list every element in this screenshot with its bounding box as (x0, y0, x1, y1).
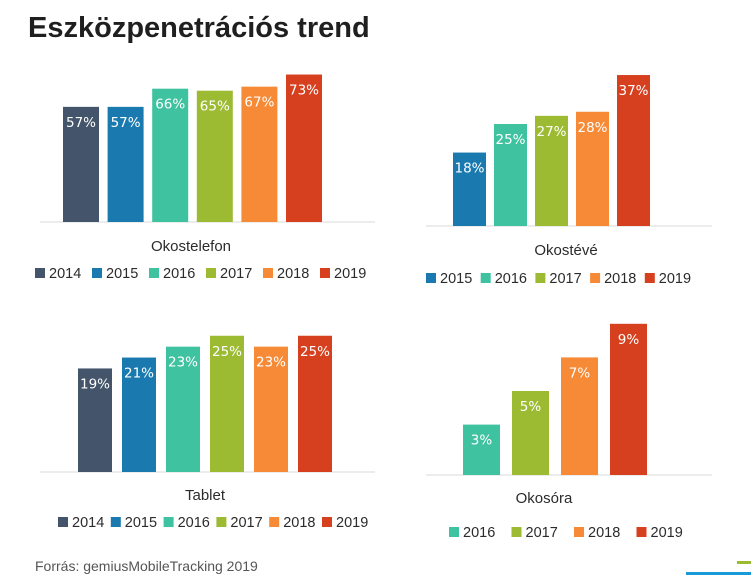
chart-2-legend-label-2016: 2016 (495, 271, 527, 287)
chart-3-legend-label-2017: 2017 (230, 515, 262, 531)
chart-4-legend-label-2017: 2017 (526, 525, 558, 541)
chart-1-legend-swatch-2016 (149, 268, 159, 278)
chart-1-legend-swatch-2014 (35, 268, 45, 278)
chart-2-legend-label-2017: 2017 (549, 271, 581, 287)
chart-1-bar-2019 (286, 74, 322, 222)
chart-1-bar-2014 (63, 106, 99, 222)
chart-4-legend-label-2018: 2018 (588, 525, 620, 541)
chart-1-data-label-2016: 66% (155, 97, 185, 113)
chart-2-caption: Okostévé (534, 242, 597, 259)
chart-4-legend-swatch-2017 (511, 527, 522, 537)
chart-3-bar-2016 (166, 346, 200, 472)
chart-1-legend-label-2019: 2019 (334, 266, 366, 282)
chart-1-legend-label-2015: 2015 (106, 266, 138, 282)
chart-1-legend-label-2017: 2017 (220, 266, 252, 282)
chart-4-data-label-2019: 9% (618, 332, 640, 348)
chart-3-bar-2017 (210, 335, 244, 472)
chart-1-bar-2015 (107, 106, 144, 222)
chart-3-legend-label-2014: 2014 (72, 515, 104, 531)
chart-3-legend-label-2019: 2019 (336, 515, 368, 531)
chart-2-legend-label-2019: 2019 (659, 271, 691, 287)
chart-4-data-label-2016: 3% (471, 433, 493, 449)
chart-1-data-label-2017: 65% (200, 99, 230, 115)
chart-4-legend-label-2016: 2016 (463, 525, 495, 541)
page-title: Eszközpenetrációs trend (28, 12, 370, 44)
chart-1-data-label-2014: 57% (66, 115, 96, 131)
chart-3-legend-label-2016: 2016 (178, 515, 210, 531)
footer-accent-line-green (737, 561, 751, 564)
chart-3-data-label-2016: 23% (168, 355, 198, 371)
chart-1-bar-2018 (241, 86, 278, 222)
chart-3-legend-swatch-2014 (58, 517, 68, 527)
chart-1-legend-label-2016: 2016 (163, 266, 195, 282)
chart-3-bar-2014 (78, 368, 112, 472)
chart-3-legend-label-2015: 2015 (125, 515, 157, 531)
chart-2-data-label-2019: 37% (618, 83, 648, 99)
chart-3-data-label-2017: 25% (212, 344, 242, 360)
chart-3-caption: Tablet (185, 487, 226, 504)
chart-2-data-label-2015: 18% (454, 161, 484, 177)
chart-2-bar-2018 (576, 111, 609, 226)
chart-1-bar-2016 (152, 88, 189, 223)
chart-2-legend-label-2018: 2018 (604, 271, 636, 287)
chart-3-legend-swatch-2017 (216, 517, 227, 527)
chart-2-legend-swatch-2018 (590, 273, 601, 283)
chart-1-legend-label-2014: 2014 (49, 266, 81, 282)
chart-4-legend-swatch-2019 (636, 527, 647, 537)
chart-3-legend-swatch-2016 (163, 517, 174, 527)
chart-3-data-label-2018: 23% (256, 355, 286, 371)
chart-2-legend-swatch-2019 (644, 273, 655, 283)
chart-1-legend-label-2018: 2018 (277, 266, 309, 282)
chart-2-bar-2017 (535, 115, 568, 226)
chart-4-legend-swatch-2018 (574, 527, 584, 537)
chart-1-legend-swatch-2019 (320, 268, 330, 278)
chart-3-data-label-2014: 19% (80, 376, 110, 392)
chart-4-data-label-2018: 7% (569, 365, 591, 381)
chart-3-bar-2019 (298, 335, 332, 472)
chart-1-data-label-2019: 73% (289, 83, 319, 99)
chart-2-data-label-2016: 25% (495, 132, 525, 148)
chart-2-legend-swatch-2017 (535, 273, 546, 283)
chart-1-data-label-2018: 67% (244, 95, 274, 111)
chart-2-bar-2016 (494, 124, 527, 226)
chart-1-data-label-2015: 57% (111, 115, 141, 131)
chart-2-data-label-2017: 27% (536, 124, 566, 140)
chart-4-legend-label-2019: 2019 (651, 525, 683, 541)
chart-3-legend-swatch-2018 (269, 517, 280, 527)
chart-2-legend-swatch-2015 (426, 273, 436, 283)
chart-2-legend-swatch-2016 (480, 273, 491, 283)
chart-3-bar-2018 (254, 346, 288, 472)
chart-2-bar-2019 (617, 75, 650, 226)
chart-3-legend-swatch-2019 (322, 517, 332, 527)
chart-1-bar-2017 (196, 90, 233, 222)
source-note: Forrás: gemiusMobileTracking 2019 (35, 558, 258, 574)
chart-2-legend-label-2015: 2015 (440, 271, 472, 287)
chart-4-caption: Okosóra (516, 490, 573, 507)
chart-3-data-label-2019: 25% (300, 344, 330, 360)
chart-4-legend-swatch-2016 (449, 527, 459, 537)
chart-1-legend-swatch-2017 (206, 268, 216, 278)
chart-2-data-label-2018: 28% (577, 120, 607, 136)
chart-3-legend-label-2018: 2018 (283, 515, 315, 531)
chart-2-bar-2015 (453, 152, 486, 226)
chart-4-bar-2018 (561, 357, 598, 475)
chart-3-data-label-2015: 21% (124, 366, 154, 382)
footer-accent-line-blue (686, 572, 751, 575)
chart-1-caption: Okostelefon (151, 238, 231, 255)
chart-1-legend-swatch-2018 (263, 268, 273, 278)
chart-4-bar-2017 (512, 391, 549, 475)
chart-3-legend-swatch-2015 (110, 517, 121, 527)
chart-1-legend-swatch-2015 (92, 268, 102, 278)
chart-4-bar-2019 (610, 323, 647, 475)
chart-3-bar-2015 (122, 357, 156, 472)
chart-4-data-label-2017: 5% (520, 399, 542, 415)
chart-4-bar-2016 (463, 424, 500, 475)
